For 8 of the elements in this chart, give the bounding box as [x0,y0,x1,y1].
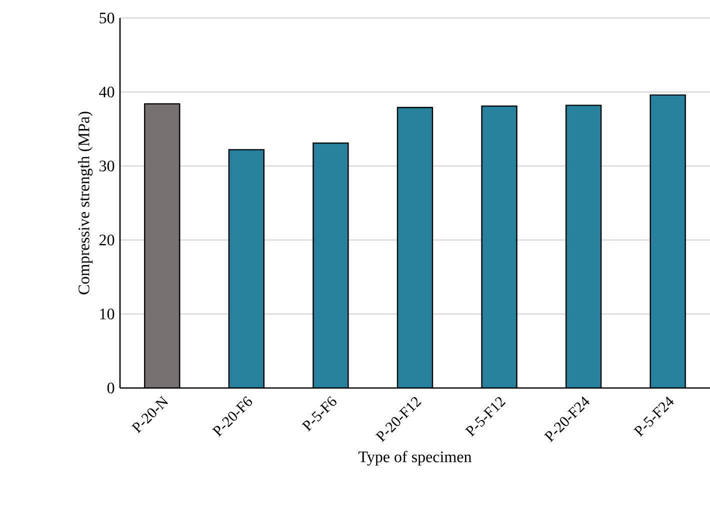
x-axis-title: Type of specimen [358,450,472,466]
y-tick-label: 10 [100,308,114,320]
y-tick-label: 0 [107,382,114,394]
y-tick-label: 40 [99,86,114,98]
y-tick-label: 50 [100,12,114,24]
y-tick-label: 30 [100,160,114,172]
y-axis-title: Compressive strength (MPa) [78,112,93,294]
y-tick-label: 20 [100,234,114,246]
